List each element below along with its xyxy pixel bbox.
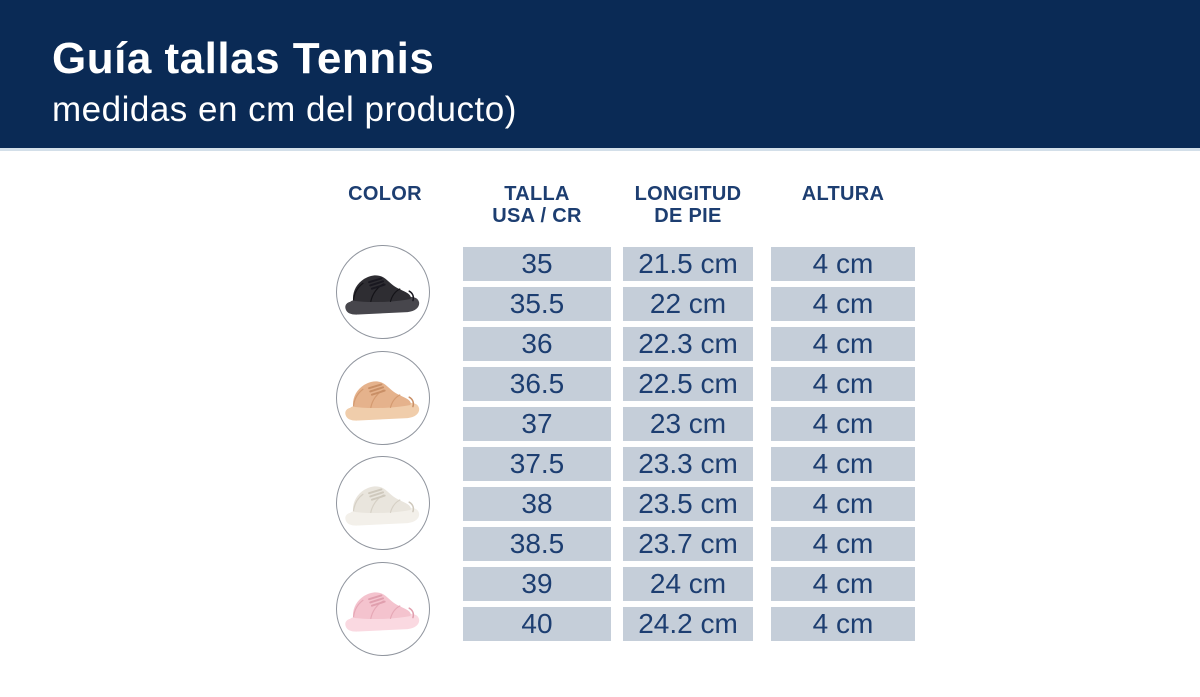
size-cell: 35 (463, 247, 611, 281)
table-row: 38 23.5 cm 4 cm (0, 487, 1200, 521)
column-header-label: TALLA (504, 183, 570, 205)
foot-length-cell: 24.2 cm (623, 607, 753, 641)
foot-length-cell: 24 cm (623, 567, 753, 601)
height-cell: 4 cm (771, 327, 915, 361)
page-subtitle: medidas en cm del producto) (52, 90, 517, 129)
height-cell: 4 cm (771, 287, 915, 321)
table-row: 37.5 23.3 cm 4 cm (0, 447, 1200, 481)
height-cell: 4 cm (771, 567, 915, 601)
size-cell: 35.5 (463, 287, 611, 321)
table-row: 36 22.3 cm 4 cm (0, 327, 1200, 361)
size-cell: 40 (463, 607, 611, 641)
table-row: 40 24.2 cm 4 cm (0, 607, 1200, 641)
height-cell: 4 cm (771, 607, 915, 641)
height-cell: 4 cm (771, 447, 915, 481)
size-cell: 36.5 (463, 367, 611, 401)
foot-length-cell: 23.3 cm (623, 447, 753, 481)
sneaker-icon (345, 486, 420, 526)
height-cell: 4 cm (771, 367, 915, 401)
table-row: 39 24 cm 4 cm (0, 567, 1200, 601)
column-header-label: COLOR (348, 183, 422, 205)
column-header-altura: ALTURA (773, 183, 913, 205)
column-header-longitud: LONGITUD DE PIE (613, 183, 763, 227)
height-cell: 4 cm (771, 407, 915, 441)
size-cell: 39 (463, 567, 611, 601)
column-header-label: ALTURA (801, 183, 885, 205)
table-row: 36.5 22.5 cm 4 cm (0, 367, 1200, 401)
shoe-photo-black (336, 245, 430, 339)
foot-length-cell: 21.5 cm (623, 247, 753, 281)
size-cell: 38 (463, 487, 611, 521)
foot-length-cell: 22 cm (623, 287, 753, 321)
sneaker-icon (345, 381, 420, 421)
shoe-photo-pink (336, 562, 430, 656)
shoe-photo-cream (336, 456, 430, 550)
height-cell: 4 cm (771, 487, 915, 521)
column-header-label: LONGITUD (634, 183, 742, 205)
table-row: 38.5 23.7 cm 4 cm (0, 527, 1200, 561)
page-title: Guía tallas Tennis (52, 34, 435, 83)
foot-length-cell: 22.3 cm (623, 327, 753, 361)
sneaker-icon (345, 592, 420, 632)
column-header-label: DE PIE (654, 205, 722, 227)
foot-length-cell: 23.7 cm (623, 527, 753, 561)
size-cell: 37 (463, 407, 611, 441)
shoe-photo-tan (336, 351, 430, 445)
size-cell: 36 (463, 327, 611, 361)
header-band: Guía tallas Tennis medidas en cm del pro… (0, 0, 1200, 151)
table-row: 37 23 cm 4 cm (0, 407, 1200, 441)
column-header-talla: TALLA USA / CR (458, 183, 616, 227)
size-cell: 38.5 (463, 527, 611, 561)
foot-length-cell: 22.5 cm (623, 367, 753, 401)
column-header-color: COLOR (325, 183, 445, 205)
foot-length-cell: 23.5 cm (623, 487, 753, 521)
column-header-label: USA / CR (492, 205, 582, 227)
size-cell: 37.5 (463, 447, 611, 481)
foot-length-cell: 23 cm (623, 407, 753, 441)
table-row: 35 21.5 cm 4 cm (0, 247, 1200, 281)
height-cell: 4 cm (771, 247, 915, 281)
height-cell: 4 cm (771, 527, 915, 561)
sneaker-icon (345, 275, 420, 315)
table-row: 35.5 22 cm 4 cm (0, 287, 1200, 321)
